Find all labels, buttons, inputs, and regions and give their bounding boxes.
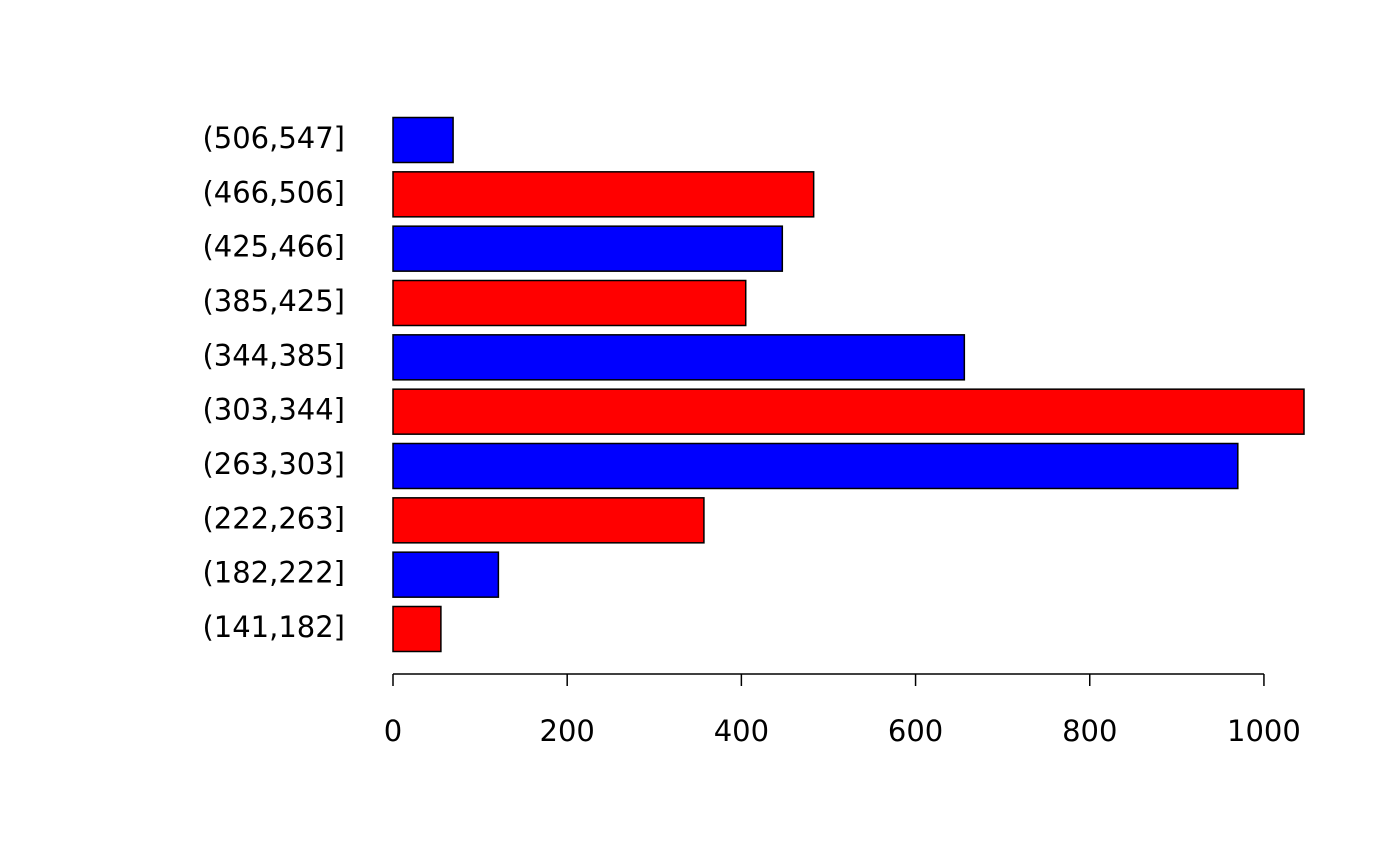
bar [392, 116, 454, 164]
bar [392, 497, 705, 544]
y-tick-label: (466,506] [202, 175, 345, 209]
y-tick-label: (222,263] [202, 501, 345, 535]
x-tick-label: 0 [384, 714, 402, 748]
y-tick-label: (182,222] [202, 556, 345, 590]
x-tick-label: 200 [540, 714, 595, 748]
y-tick-label: (263,303] [202, 447, 345, 481]
x-tick-label: 1000 [1227, 714, 1301, 748]
bar [392, 388, 1305, 435]
bar [392, 442, 1239, 490]
x-tick-label: 600 [888, 714, 943, 748]
y-tick-label: (425,466] [202, 230, 345, 264]
bar [392, 225, 784, 272]
bar [392, 551, 500, 598]
y-tick-label: (303,344] [202, 393, 345, 427]
bar [392, 605, 442, 653]
bar [392, 279, 747, 327]
x-tick-label: 800 [1062, 714, 1117, 748]
y-tick-label: (506,547] [202, 121, 345, 155]
bar [392, 171, 815, 218]
y-tick-label: (344,385] [202, 338, 345, 372]
y-tick-label: (141,182] [202, 610, 345, 644]
y-tick-label: (385,425] [202, 284, 345, 318]
x-tick-label: 400 [714, 714, 769, 748]
bar [392, 334, 966, 381]
